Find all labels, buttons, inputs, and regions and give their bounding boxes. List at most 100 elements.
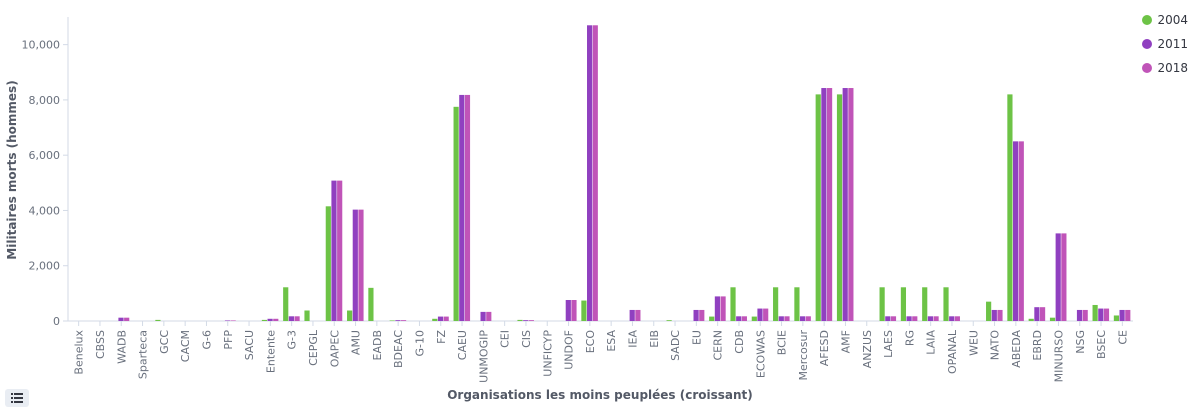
bar[interactable] [304,310,310,322]
legend-item[interactable]: 2018 [1142,59,1188,77]
bar[interactable] [693,309,699,321]
bar[interactable] [1076,309,1083,321]
bar[interactable] [757,308,763,321]
bar[interactable] [331,180,337,321]
bar[interactable] [517,319,523,321]
bar[interactable] [528,320,534,321]
bar[interactable] [261,319,268,321]
bar[interactable] [922,287,928,321]
bar[interactable] [118,317,124,321]
bar[interactable] [1018,141,1024,321]
bar[interactable] [805,316,811,321]
bar[interactable] [1119,309,1125,321]
bar[interactable] [821,88,827,321]
bar[interactable] [592,25,598,321]
bar[interactable] [885,316,891,321]
bar[interactable] [288,316,294,321]
bar[interactable] [949,316,955,321]
bar[interactable] [368,287,374,321]
bar[interactable] [443,316,449,321]
bar[interactable] [437,316,444,321]
bar[interactable] [751,316,757,321]
bar[interactable] [432,318,438,321]
bar[interactable] [1055,233,1061,321]
bar[interactable] [1092,304,1098,321]
bar[interactable] [224,320,231,321]
bar[interactable] [273,318,279,321]
bar[interactable] [283,287,289,321]
legend-item[interactable]: 2004 [1142,11,1188,29]
bar[interactable] [587,25,593,321]
bar[interactable] [453,106,459,321]
bar[interactable] [906,316,912,321]
bar[interactable] [943,287,949,321]
bar[interactable] [230,320,236,321]
bar[interactable] [741,316,747,321]
bar[interactable] [997,309,1003,321]
bar[interactable] [325,206,331,321]
bar[interactable] [629,309,635,321]
bar[interactable] [337,180,343,321]
bar[interactable] [730,287,736,321]
bar[interactable] [1113,315,1120,321]
bar[interactable] [480,311,486,321]
bar[interactable] [565,300,571,321]
bar[interactable] [736,316,742,321]
bar[interactable] [1034,307,1040,321]
bar[interactable] [459,94,465,322]
bar[interactable] [389,320,395,321]
bar[interactable] [848,88,854,321]
bar[interactable] [879,287,885,321]
bar[interactable] [124,317,130,321]
bar[interactable] [794,287,800,321]
bar[interactable] [347,310,353,322]
bar[interactable] [523,320,529,321]
bar[interactable] [464,94,471,322]
bar[interactable] [1103,308,1110,321]
bar[interactable] [784,316,790,321]
bar[interactable] [666,320,672,321]
bar[interactable] [826,88,833,321]
bar[interactable] [900,287,907,321]
legend-item[interactable]: 2011 [1142,35,1188,53]
bar[interactable] [815,94,821,321]
bar[interactable] [571,300,577,321]
bar[interactable] [933,316,939,321]
bar[interactable] [720,296,726,321]
bar[interactable] [352,209,358,321]
bar[interactable] [486,311,492,321]
bar[interactable] [635,309,641,321]
bar[interactable] [714,296,720,321]
bar[interactable] [699,309,705,321]
bar[interactable] [912,316,918,321]
bar[interactable] [1098,308,1104,321]
bar[interactable] [890,316,897,321]
bar[interactable] [1013,141,1019,321]
bar[interactable] [395,320,401,321]
bar[interactable] [836,94,843,321]
bar[interactable] [773,287,779,321]
bar[interactable] [358,209,364,321]
bar[interactable] [709,316,715,321]
bar[interactable] [1125,309,1131,321]
bar[interactable] [581,300,587,321]
bar[interactable] [842,88,848,321]
bar[interactable] [1082,309,1088,321]
legend-toggle-button[interactable] [5,389,29,407]
bar[interactable] [954,316,960,321]
bar[interactable] [1061,233,1067,321]
bar[interactable] [1028,318,1034,321]
bar[interactable] [1007,94,1013,321]
bar[interactable] [991,309,997,321]
bar[interactable] [800,316,806,321]
bar[interactable] [1049,317,1056,321]
bar[interactable] [1039,307,1046,321]
bar[interactable] [155,319,161,321]
bar[interactable] [400,320,407,321]
bar[interactable] [927,316,933,321]
bar[interactable] [778,316,784,321]
bar[interactable] [763,308,769,321]
bar[interactable] [294,316,300,321]
bar[interactable] [986,301,992,321]
bar[interactable] [267,318,273,321]
